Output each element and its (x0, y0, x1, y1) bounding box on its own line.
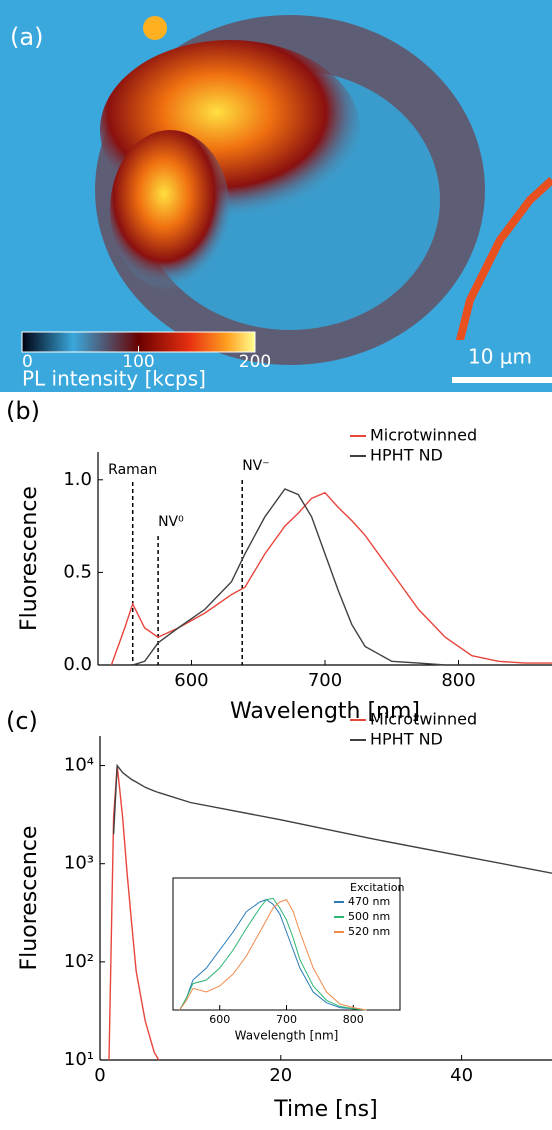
series-line (112, 763, 552, 874)
panel-label: (a) (10, 23, 43, 51)
legend-label: HPHT ND (370, 446, 443, 465)
legend-title: Excitation (350, 881, 405, 894)
series-line (108, 765, 160, 1061)
x-tick-label: 800 (441, 670, 475, 691)
y-tick-label: 1.0 (63, 469, 92, 490)
x-tick-label: 600 (174, 670, 208, 691)
panel-label: (b) (6, 397, 40, 425)
x-tick-label: 700 (308, 670, 342, 691)
y-tick-label: 0.0 (63, 654, 92, 675)
legend-label: 470 nm (348, 895, 390, 908)
legend-label: 520 nm (348, 925, 390, 938)
y-tick-label: 0.5 (63, 561, 92, 582)
x-axis-label: Wavelength [nm] (230, 699, 420, 724)
x-tick-label: 0 (94, 1065, 105, 1086)
series-line (179, 897, 367, 1011)
scale-bar-label: 10 μm (468, 345, 532, 369)
colorbar-tick-label: 200 (239, 352, 271, 372)
panel-label: (c) (6, 707, 38, 735)
legend-label: Microtwinned (370, 710, 477, 729)
annotation-label: Raman (108, 462, 157, 478)
y-axis-label: Fluorescence (17, 826, 42, 971)
x-tick-label: 600 (209, 1013, 230, 1026)
y-tick-label: 10¹ (64, 1049, 94, 1070)
x-tick-label: 20 (269, 1065, 292, 1086)
colorbar-tick-label: 100 (122, 352, 154, 372)
colorbar-label: PL intensity [kcps] (22, 367, 206, 391)
colorbar-tick-label: 0 (22, 352, 33, 372)
legend-label: HPHT ND (370, 730, 443, 749)
y-tick-label: 10⁴ (64, 755, 94, 776)
pl-map (0, 0, 552, 392)
y-tick-label: 10³ (64, 853, 94, 874)
series-line (124, 488, 472, 666)
legend-label: 500 nm (348, 910, 390, 923)
scale-bar-box (445, 340, 552, 392)
series-line (179, 898, 367, 1011)
y-axis-label: Fluorescence (17, 486, 42, 631)
annotation-label: NV⁻ (242, 458, 269, 474)
scale-bar (452, 377, 552, 383)
series-line (179, 899, 367, 1011)
legend-label: Microtwinned (370, 426, 477, 445)
x-tick-label: 700 (276, 1013, 297, 1026)
x-tick-label: 800 (343, 1013, 364, 1026)
x-tick-label: 40 (450, 1065, 473, 1086)
x-axis-label: Time [ns] (273, 1097, 377, 1122)
y-tick-label: 10² (64, 951, 94, 972)
annotation-label: NV⁰ (158, 514, 184, 530)
x-axis-label: Wavelength [nm] (235, 1029, 339, 1043)
